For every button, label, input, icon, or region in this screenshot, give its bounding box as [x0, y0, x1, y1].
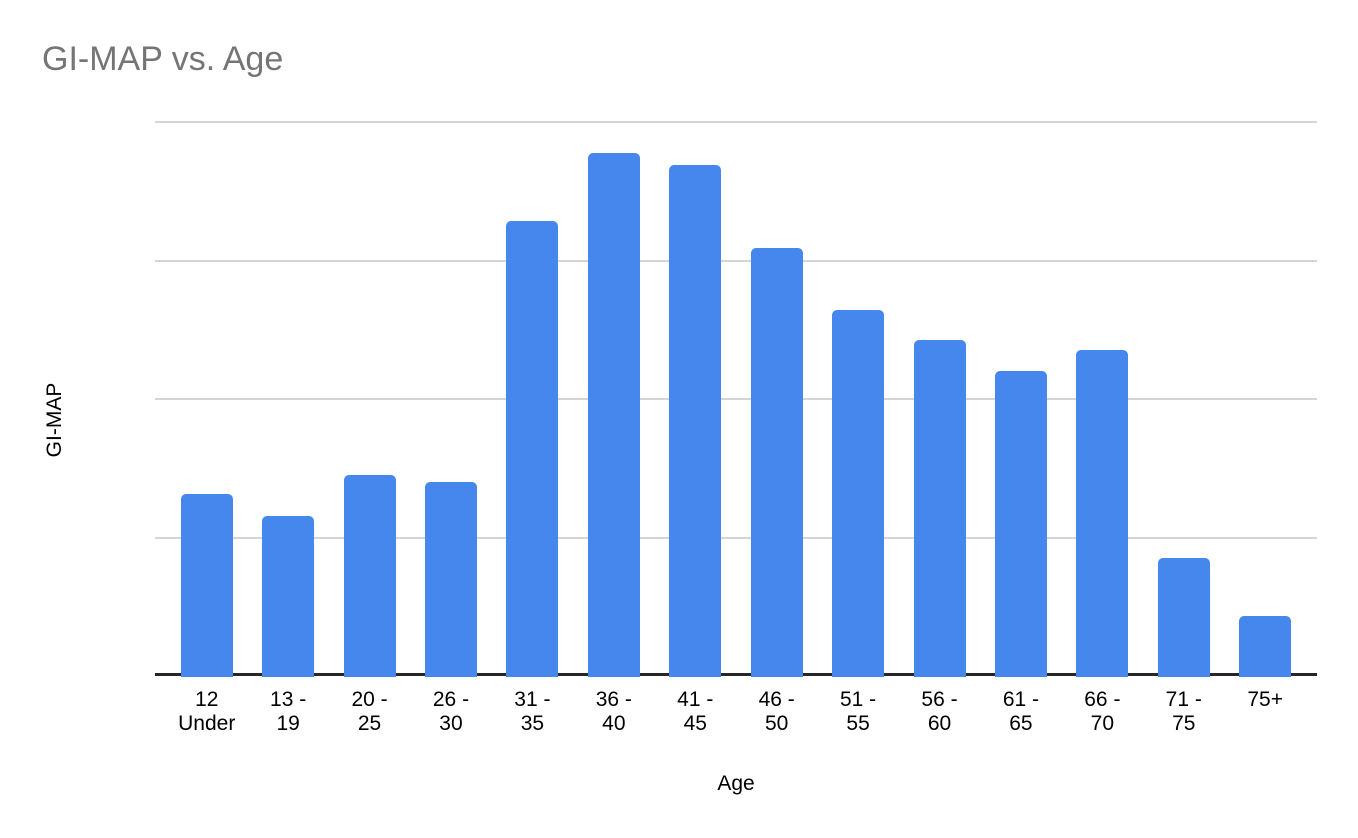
bar-band — [655, 121, 736, 677]
bar-band — [899, 121, 980, 677]
y-axis-title: GI-MAP — [43, 382, 66, 458]
x-tick-label: 26 - 30 — [432, 688, 470, 735]
bar — [587, 153, 640, 677]
bar — [1239, 616, 1292, 677]
bar — [832, 309, 885, 677]
bar-band — [736, 121, 817, 677]
bar-band — [166, 121, 247, 677]
x-tick-label: 71 - 75 — [1165, 688, 1202, 735]
bar-band — [980, 121, 1061, 677]
x-tick-label: 41 - 45 — [677, 688, 714, 735]
bar — [424, 481, 477, 677]
x-tick-label: 20 - 25 — [351, 688, 388, 735]
bar-band — [492, 121, 573, 677]
x-tick-label: 46 - 50 — [758, 688, 795, 735]
x-tick-label: 13 - 19 — [270, 688, 307, 735]
bar-band — [247, 121, 328, 677]
bar — [1157, 557, 1210, 677]
gridline — [155, 259, 1317, 262]
plot-area — [155, 121, 1317, 677]
bar-band — [1143, 121, 1224, 677]
bar — [180, 494, 233, 677]
x-labels-row: 12 Under 13 - 19 20 - 25 26 - 30 31 - 35 36 -… — [166, 688, 1306, 736]
x-tick-label: 36 - 40 — [595, 688, 632, 735]
x-tick-label: 31 - 35 — [514, 688, 551, 735]
bar-band — [573, 121, 654, 677]
bar — [506, 221, 559, 677]
x-tick-label: 61 - 65 — [1002, 688, 1040, 735]
bar — [262, 516, 315, 677]
x-tick-label: 66 - 70 — [1084, 688, 1121, 735]
bar-band — [817, 121, 898, 677]
gridline — [155, 398, 1317, 400]
bar-band — [1062, 121, 1143, 677]
x-tick-label: 56 - 60 — [921, 688, 958, 735]
bar-band — [410, 121, 491, 677]
bar — [1076, 350, 1129, 677]
bar — [343, 474, 396, 677]
gridline — [155, 121, 1317, 123]
gridline — [155, 536, 1317, 539]
bar — [913, 340, 966, 677]
bar-band — [329, 121, 410, 677]
bar — [750, 247, 803, 677]
bars-row — [166, 121, 1306, 677]
x-tick-label: 75+ — [1247, 688, 1283, 711]
chart-title: GI-MAP vs. Age — [42, 40, 284, 78]
x-axis-line — [155, 673, 1317, 676]
x-axis-title: Age — [717, 772, 755, 795]
bar — [994, 370, 1047, 677]
x-tick-label: 51 - 55 — [839, 688, 877, 735]
bar — [669, 164, 722, 677]
bar-band — [1224, 121, 1305, 677]
x-tick-label: 12 Under — [178, 688, 236, 735]
